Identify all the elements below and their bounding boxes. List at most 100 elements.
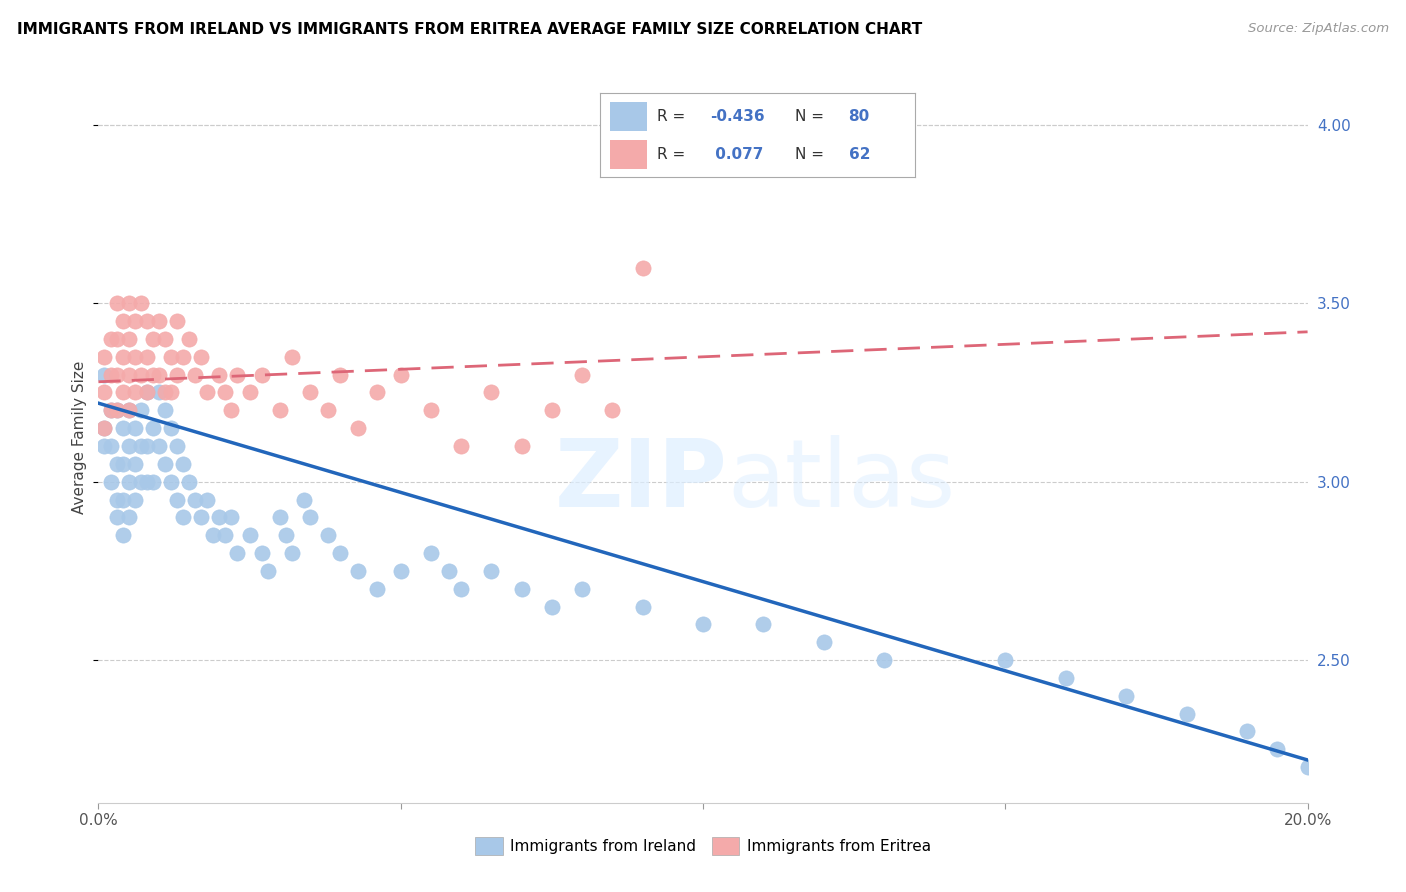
Point (100, 439, 122, 453)
Point (347, 564, 370, 578)
Point (299, 510, 322, 524)
Point (190, 350, 212, 364)
Point (93, 368, 115, 382)
Point (389, 368, 412, 382)
Point (420, 546, 443, 560)
Point (135, 350, 157, 364)
Point (481, 564, 503, 578)
Point (111, 457, 134, 471)
Point (208, 368, 231, 382)
Point (202, 528, 225, 542)
Point (142, 475, 165, 489)
Point (93, 439, 115, 453)
Text: IMMIGRANTS FROM IRELAND VS IMMIGRANTS FROM ERITREA AVERAGE FAMILY SIZE CORRELATI: IMMIGRANTS FROM IRELAND VS IMMIGRANTS FR… (17, 22, 922, 37)
Point (111, 528, 134, 542)
Point (389, 564, 412, 578)
Point (195, 385, 218, 400)
Legend: Immigrants from Ireland, Immigrants from Eritrea: Immigrants from Ireland, Immigrants from… (470, 831, 936, 861)
Point (221, 403, 243, 417)
Point (129, 403, 152, 417)
Point (100, 403, 122, 417)
Point (190, 510, 212, 524)
Point (226, 368, 249, 382)
Point (250, 546, 273, 560)
Point (179, 475, 201, 489)
Point (208, 510, 231, 524)
Point (105, 492, 128, 507)
Point (510, 582, 533, 596)
Point (292, 492, 315, 507)
Point (118, 332, 141, 346)
Point (510, 439, 533, 453)
Point (450, 582, 472, 596)
Point (269, 510, 291, 524)
Point (316, 528, 339, 542)
Point (111, 492, 134, 507)
Point (118, 510, 141, 524)
Point (148, 368, 170, 382)
Point (160, 421, 183, 435)
Point (347, 421, 370, 435)
Point (420, 403, 443, 417)
Point (994, 653, 1017, 667)
Point (93, 350, 115, 364)
Point (813, 635, 835, 649)
Point (214, 385, 236, 400)
Point (142, 368, 165, 382)
Point (299, 385, 322, 400)
Point (100, 475, 122, 489)
Point (571, 582, 593, 596)
Point (105, 403, 128, 417)
Point (540, 599, 562, 614)
Point (111, 314, 134, 328)
Point (105, 332, 128, 346)
Point (105, 296, 128, 310)
Point (160, 350, 183, 364)
Point (631, 599, 654, 614)
Point (366, 582, 388, 596)
Point (129, 475, 152, 489)
Point (166, 368, 188, 382)
Point (1115, 689, 1137, 703)
Text: atlas: atlas (727, 435, 956, 527)
Point (873, 653, 896, 667)
Point (111, 421, 134, 435)
Point (329, 546, 352, 560)
Point (118, 439, 141, 453)
Point (100, 332, 122, 346)
Point (100, 368, 122, 382)
Point (1175, 706, 1198, 721)
Point (450, 439, 472, 453)
Point (105, 510, 128, 524)
Point (129, 368, 152, 382)
Point (135, 385, 157, 400)
Point (160, 385, 183, 400)
Point (118, 296, 141, 310)
Point (124, 385, 146, 400)
Point (135, 314, 157, 328)
Point (105, 403, 128, 417)
Point (111, 385, 134, 400)
Point (105, 368, 128, 382)
Point (250, 368, 273, 382)
Point (366, 385, 388, 400)
Point (184, 368, 207, 382)
Point (631, 260, 654, 275)
Point (172, 510, 194, 524)
Point (281, 350, 304, 364)
Point (281, 546, 304, 560)
Point (274, 528, 297, 542)
Point (135, 475, 157, 489)
Point (124, 492, 146, 507)
Point (124, 421, 146, 435)
Point (166, 439, 188, 453)
Point (153, 403, 176, 417)
Point (1054, 671, 1077, 685)
Point (184, 492, 207, 507)
Point (172, 457, 194, 471)
Point (100, 403, 122, 417)
Point (752, 617, 775, 632)
Point (153, 332, 176, 346)
Point (124, 457, 146, 471)
Point (148, 439, 170, 453)
